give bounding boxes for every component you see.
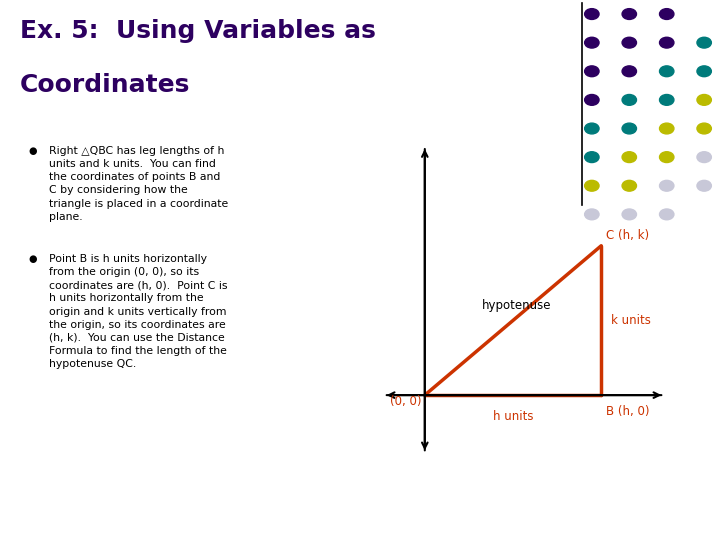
Text: hypotenuse: hypotenuse [482,299,551,312]
Text: ●: ● [29,146,37,156]
Text: k units: k units [611,314,651,327]
Text: B (h, 0): B (h, 0) [606,405,649,418]
Text: Right △QBC has leg lengths of h
units and k units.  You can find
the coordinates: Right △QBC has leg lengths of h units an… [49,146,228,222]
Text: Ex. 5:  Using Variables as: Ex. 5: Using Variables as [20,19,376,43]
Text: Point B is h units horizontally
from the origin (0, 0), so its
coordinates are (: Point B is h units horizontally from the… [49,254,228,369]
Text: C (h, k): C (h, k) [606,228,649,241]
Text: Coordinates: Coordinates [20,73,191,97]
Text: ●: ● [29,254,37,264]
Text: (0, 0): (0, 0) [390,395,422,408]
Text: h units: h units [492,410,534,423]
